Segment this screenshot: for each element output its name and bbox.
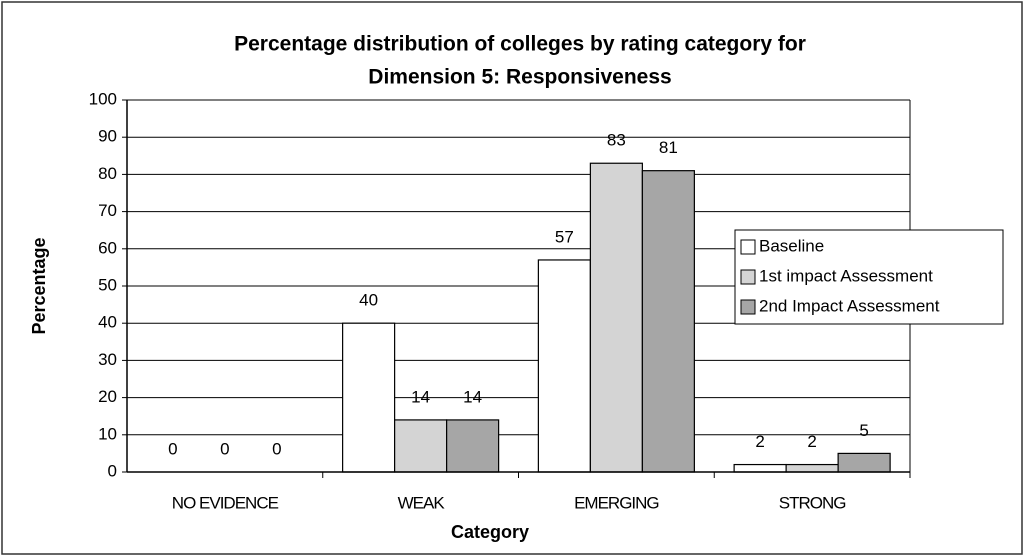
bar [342,322,396,473]
y-tick-label: 50 [98,275,117,294]
x-tick-label: EMERGING [574,493,659,512]
legend-swatch [740,299,756,315]
data-label: 0 [168,439,177,458]
y-tick-label: 10 [98,424,117,443]
x-tick-label: WEAK [398,493,446,512]
data-label: 2 [755,432,764,451]
data-label: 83 [607,131,626,150]
data-label: 2 [807,432,816,451]
data-label: 14 [463,387,482,406]
legend-swatch [740,239,756,255]
y-tick-label: 40 [98,313,117,332]
legend-swatch [740,269,756,285]
legend-label: Baseline [759,236,824,255]
chart-title: Percentage distribution of colleges by r… [234,33,806,56]
data-label: 40 [359,291,378,310]
y-tick-label: 90 [98,127,117,146]
bar [785,463,839,473]
legend-box [734,229,1004,325]
y-tick-label: 70 [98,201,117,220]
bar [641,170,695,473]
data-label: 14 [411,387,430,406]
bar [837,452,891,473]
x-tick-label: STRONG [779,493,846,512]
data-label: 57 [555,227,574,246]
y-tick-label: 80 [98,164,117,183]
bar [537,259,591,473]
bar [446,419,500,473]
data-label: 0 [220,439,229,458]
y-axis-title: Percentage [29,237,49,334]
y-tick-label: 100 [89,89,117,108]
bar [589,162,643,473]
bar [733,463,787,473]
y-tick-label: 0 [108,461,117,480]
data-label: 5 [859,421,868,440]
bar [394,419,448,473]
data-label: 0 [272,439,281,458]
x-tick-label: NO EVIDENCE [172,493,279,512]
y-tick-label: 30 [98,350,117,369]
legend-label: 1st impact Assessment [759,266,933,285]
data-label: 81 [659,138,678,157]
y-tick-label: 60 [98,238,117,257]
x-axis-title: Category [451,522,529,542]
chart-title: Dimension 5: Responsiveness [368,66,671,89]
y-tick-label: 20 [98,387,117,406]
legend-label: 2nd Impact Assessment [759,296,940,315]
